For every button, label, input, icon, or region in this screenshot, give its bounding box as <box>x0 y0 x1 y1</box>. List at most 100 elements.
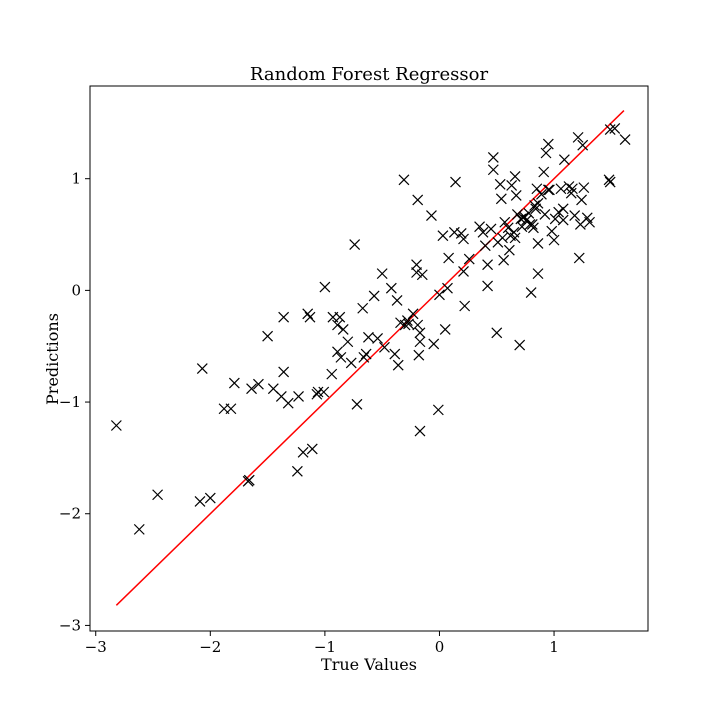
data-point <box>133 523 145 535</box>
data-point <box>414 425 426 437</box>
data-point <box>482 259 494 271</box>
data-point <box>318 386 330 398</box>
data-point <box>530 203 542 215</box>
data-point <box>297 446 309 458</box>
data-point <box>459 300 471 312</box>
data-point <box>372 332 384 344</box>
data-point <box>358 351 370 363</box>
y-tick-label: −1 <box>59 393 81 411</box>
data-point <box>539 209 551 220</box>
data-point <box>563 181 575 192</box>
data-point <box>497 232 508 244</box>
data-point <box>569 210 581 221</box>
data-point <box>573 252 585 264</box>
data-point <box>110 420 122 431</box>
data-point <box>389 348 401 360</box>
data-point <box>487 152 499 163</box>
data-point <box>482 280 494 292</box>
data-point <box>511 209 523 220</box>
data-point <box>357 302 369 314</box>
data-point <box>565 187 577 199</box>
data-point <box>278 311 290 323</box>
x-tick-label: −3 <box>85 638 107 656</box>
data-point <box>516 221 528 233</box>
data-point <box>529 200 540 211</box>
plot-area <box>89 85 649 632</box>
data-point <box>604 176 616 188</box>
data-point <box>495 193 507 205</box>
data-point <box>474 221 485 233</box>
data-point <box>463 253 475 265</box>
data-point <box>416 269 428 281</box>
x-axis: −3 −2 −1 0 1 <box>85 631 559 656</box>
data-point <box>542 138 554 150</box>
data-point <box>553 206 565 218</box>
y-axis-label: Predictions <box>43 313 62 405</box>
data-point <box>434 289 445 301</box>
data-point <box>262 330 274 342</box>
data-point <box>204 492 216 504</box>
data-point <box>392 359 404 371</box>
chart-title: Random Forest Regressor <box>250 64 489 85</box>
data-point <box>278 366 290 378</box>
data-point <box>458 233 469 245</box>
data-point <box>414 336 426 348</box>
data-point <box>282 397 294 409</box>
data-point <box>536 188 547 200</box>
data-point <box>527 222 539 234</box>
data-point <box>253 378 264 390</box>
data-point <box>443 252 455 264</box>
data-point <box>342 336 354 348</box>
data-point <box>428 338 440 350</box>
y-tick-label: −2 <box>59 505 81 523</box>
data-point <box>603 174 615 186</box>
data-point <box>525 287 537 299</box>
data-point <box>499 216 511 228</box>
data-point <box>494 178 506 190</box>
data-point <box>502 222 514 234</box>
data-point <box>345 357 357 369</box>
data-point <box>526 219 538 230</box>
data-point <box>619 134 631 146</box>
data-point <box>412 319 424 331</box>
data-point <box>532 238 544 249</box>
data-point <box>335 351 347 363</box>
x-axis-label: True Values <box>321 655 417 674</box>
data-point <box>578 182 590 194</box>
data-point <box>538 166 550 178</box>
data-point <box>379 341 390 353</box>
data-point <box>448 226 460 238</box>
data-point <box>326 368 338 380</box>
data-point <box>306 443 318 455</box>
data-point <box>576 194 587 206</box>
data-point <box>437 230 449 242</box>
data-point <box>426 210 437 221</box>
data-point <box>485 223 497 235</box>
data-point <box>391 295 403 306</box>
data-point <box>540 147 552 159</box>
data-point <box>196 363 208 374</box>
data-point <box>555 183 567 195</box>
data-point <box>319 281 331 293</box>
x-tick-label: 1 <box>549 638 559 656</box>
y-axis: −3 −2 −1 0 1 <box>59 170 90 634</box>
data-point <box>450 176 461 188</box>
data-point <box>225 403 237 415</box>
data-point <box>411 259 422 271</box>
data-point <box>302 308 314 320</box>
data-point <box>439 324 451 335</box>
data-point <box>458 265 469 277</box>
data-point <box>432 404 444 416</box>
plot-frame <box>89 85 649 632</box>
data-point <box>291 465 303 477</box>
data-point <box>479 240 491 252</box>
data-point <box>332 346 343 358</box>
data-point <box>368 290 380 302</box>
data-point <box>491 327 503 339</box>
data-point <box>349 239 361 251</box>
data-point <box>385 282 397 294</box>
data-point <box>312 386 324 398</box>
data-point <box>332 319 343 331</box>
data-point <box>403 318 414 330</box>
